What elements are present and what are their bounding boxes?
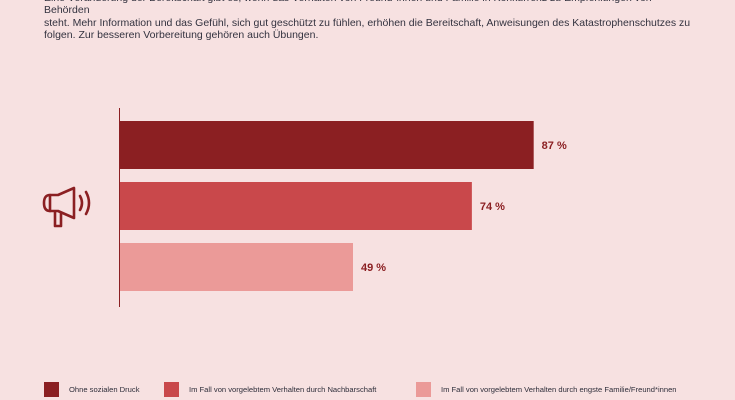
- legend-item-familie: Im Fall von vorgelebtem Verhalten durch …: [416, 381, 677, 397]
- legend-swatch: [164, 381, 179, 397]
- legend-label: Im Fall von vorgelebtem Verhalten durch …: [189, 384, 377, 394]
- intro-text: Eine Veränderung der Bereitschaft gibt e…: [44, 0, 694, 42]
- intro-line-3: folgen. Zur besseren Vorbereitung gehöre…: [44, 29, 319, 42]
- legend-label: Im Fall von vorgelebtem Verhalten durch …: [441, 384, 677, 394]
- megaphone-icon: [42, 186, 98, 230]
- bar-familie: [120, 243, 353, 291]
- bar-value-label: 49 %: [361, 262, 386, 274]
- intro-line-1: Eine Veränderung der Bereitschaft gibt e…: [44, 0, 652, 17]
- legend-item-ohne-druck: Ohne sozialen Druck: [44, 381, 140, 397]
- bar-nachbarschaft: [120, 182, 472, 230]
- legend-label: Ohne sozialen Druck: [69, 384, 140, 394]
- intro-line-2: steht. Mehr Information und das Gefühl, …: [44, 16, 691, 29]
- legend-item-nachbarschaft: Im Fall von vorgelebtem Verhalten durch …: [164, 381, 376, 397]
- bar-value-label: 87 %: [542, 140, 567, 152]
- legend-swatch: [44, 381, 59, 397]
- legend-swatch: [416, 381, 431, 397]
- bar-chart: 87 % 74 % 49 %: [119, 108, 567, 307]
- bar-value-label: 74 %: [480, 201, 505, 213]
- bar-ohne-druck: [120, 121, 534, 169]
- legend: Ohne sozialen Druck Im Fall von vorgeleb…: [44, 381, 724, 397]
